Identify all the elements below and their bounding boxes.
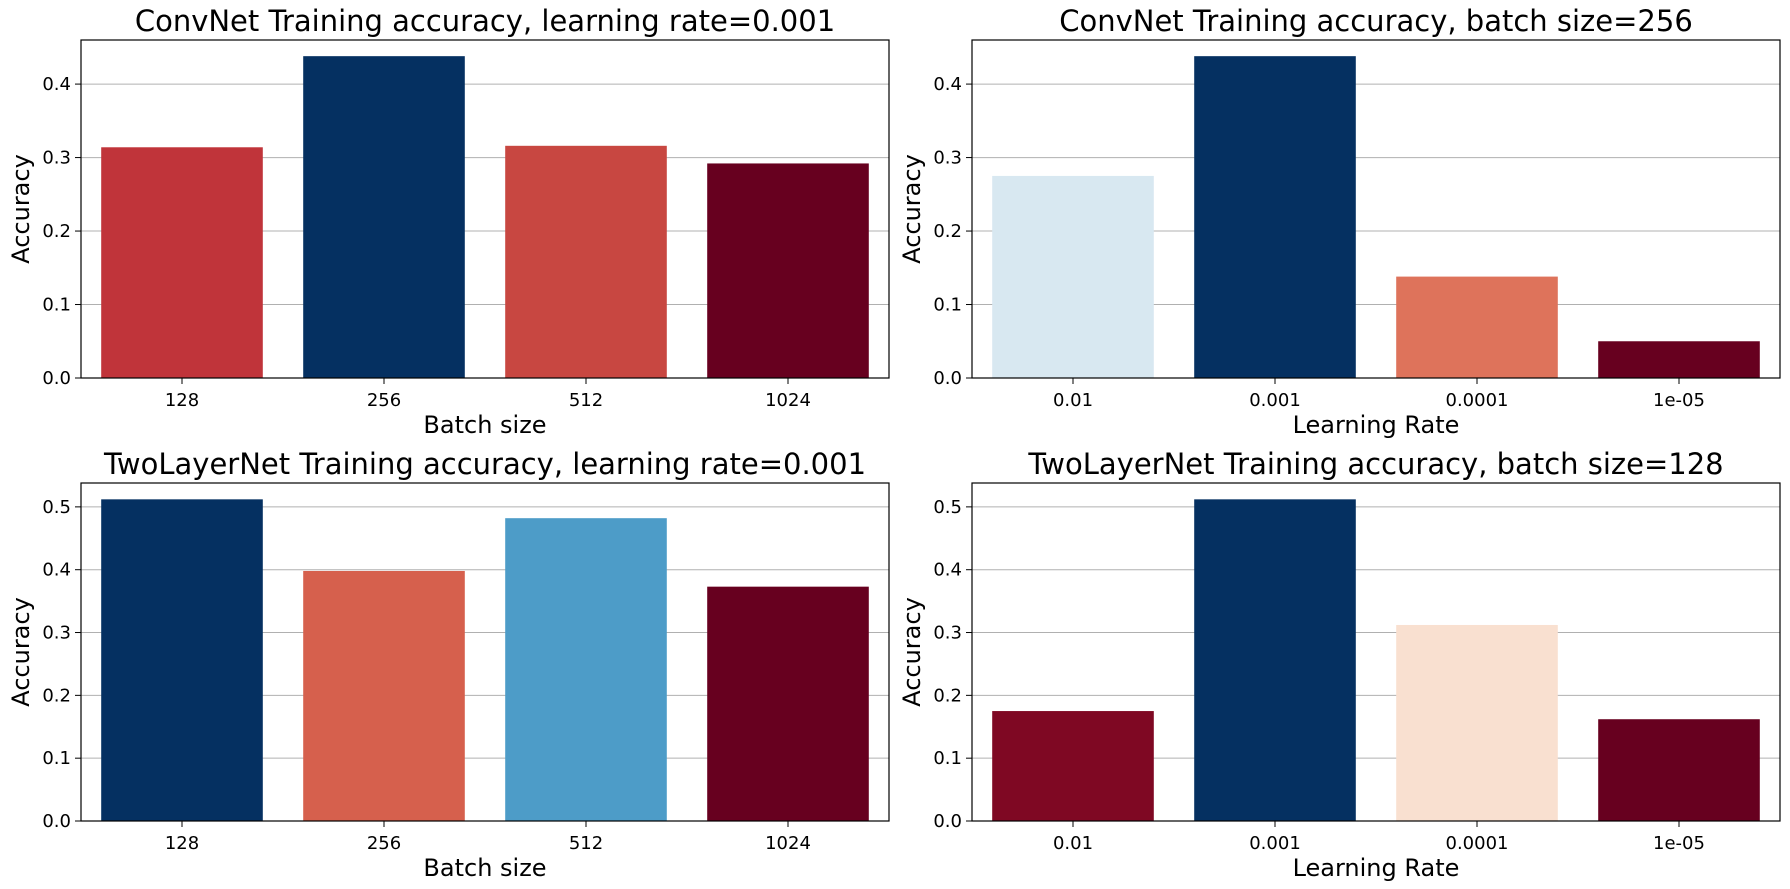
bar-0.01	[992, 175, 1154, 378]
y-tick-label: 0.2	[42, 685, 71, 706]
y-axis-label: Accuracy	[898, 154, 926, 264]
ticks: 0.0 0.1 0.2 0.3 0.4 0.01 0.001 0.0001 1e-05	[933, 74, 1705, 411]
bar-128	[101, 499, 263, 821]
x-tick-label: 0.0001	[1446, 833, 1509, 854]
bar-1024	[707, 163, 869, 378]
x-tick-label: 0.0001	[1446, 390, 1509, 411]
ticks: 0.0 0.1 0.2 0.3 0.4 0.5 128 256 512 1024	[42, 497, 811, 854]
x-tick-label: 256	[367, 390, 401, 411]
y-axis-label: Accuracy	[898, 597, 926, 707]
chart-convnet-batch-size: 0.0 0.1 0.2 0.3 0.4 0.01 0.001 0.0001 1e-05 Conv…	[898, 4, 1781, 439]
bars	[992, 499, 1760, 821]
y-tick-label: 0.1	[42, 295, 71, 316]
y-tick-label: 0.4	[933, 560, 962, 581]
y-tick-label: 0.0	[42, 811, 71, 832]
y-tick-label: 0.3	[933, 148, 962, 169]
y-tick-label: 0.1	[933, 295, 962, 316]
y-tick-label: 0.1	[933, 748, 962, 769]
x-tick-label: 0.001	[1249, 390, 1301, 411]
x-tick-label: 1024	[765, 390, 811, 411]
chart-title: ConvNet Training accuracy, learning rate…	[135, 4, 835, 38]
bars	[101, 499, 869, 821]
bar-0.001	[1194, 56, 1356, 378]
y-tick-label: 0.3	[42, 148, 71, 169]
x-axis-label: Learning Rate	[1293, 854, 1460, 882]
chart-title: TwoLayerNet Training accuracy, batch siz…	[1027, 447, 1723, 481]
axes-frame	[80, 39, 890, 379]
x-tick-label: 128	[165, 833, 199, 854]
y-tick-label: 0.1	[42, 748, 71, 769]
chart-twolayernet-batch-size: 0.0 0.1 0.2 0.3 0.4 0.5 0.01 0.001 0.0001 1e-05 T…	[898, 447, 1781, 882]
x-axis-label: Batch size	[423, 854, 546, 882]
bar-512	[505, 145, 667, 378]
bar-1e-05	[1598, 719, 1760, 821]
chart-convnet-learning-rate: 0.0 0.1 0.2 0.3 0.4 128 256 512 1024 ConvNet Tra…	[7, 4, 890, 439]
axes-frame	[80, 482, 890, 822]
bar-512	[505, 518, 667, 821]
axes-frame	[971, 482, 1781, 822]
x-axis-label: Learning Rate	[1293, 411, 1460, 439]
chart-twolayernet-learning-rate: 0.0 0.1 0.2 0.3 0.4 0.5 128 256 512 1024 TwoLayer…	[7, 447, 890, 882]
x-tick-label: 0.001	[1249, 833, 1301, 854]
bars	[992, 56, 1760, 378]
x-tick-label: 0.01	[1053, 833, 1093, 854]
bars	[101, 56, 869, 378]
y-axis-label: Accuracy	[7, 154, 35, 264]
y-tick-label: 0.0	[42, 368, 71, 389]
bar-1024	[707, 586, 869, 821]
x-tick-label: 512	[569, 390, 603, 411]
x-tick-label: 1024	[765, 833, 811, 854]
bar-256	[303, 56, 465, 378]
axes-frame	[971, 39, 1781, 379]
x-axis-label: Batch size	[423, 411, 546, 439]
ticks: 0.0 0.1 0.2 0.3 0.4 0.5 0.01 0.001 0.0001 1e-05	[933, 497, 1705, 854]
x-tick-label: 0.01	[1053, 390, 1093, 411]
y-tick-label: 0.4	[42, 74, 71, 95]
y-tick-label: 0.2	[933, 221, 962, 242]
bar-1e-05	[1598, 341, 1760, 378]
bar-128	[101, 147, 263, 378]
bar-0.0001	[1396, 276, 1558, 378]
bar-0.01	[992, 711, 1154, 821]
y-tick-label: 0.5	[933, 497, 962, 518]
x-tick-label: 128	[165, 390, 199, 411]
y-tick-label: 0.5	[42, 497, 71, 518]
x-tick-label: 512	[569, 833, 603, 854]
y-tick-label: 0.3	[42, 623, 71, 644]
bar-0.001	[1194, 499, 1356, 821]
y-tick-label: 0.2	[933, 685, 962, 706]
x-tick-label: 256	[367, 833, 401, 854]
bar-256	[303, 570, 465, 821]
y-axis-label: Accuracy	[7, 597, 35, 707]
x-tick-label: 1e-05	[1653, 833, 1705, 854]
y-tick-label: 0.0	[933, 811, 962, 832]
y-tick-label: 0.2	[42, 221, 71, 242]
y-tick-label: 0.4	[42, 560, 71, 581]
y-tick-label: 0.4	[933, 74, 962, 95]
y-tick-label: 0.0	[933, 368, 962, 389]
chart-title: ConvNet Training accuracy, batch size=25…	[1059, 4, 1693, 38]
y-tick-label: 0.3	[933, 623, 962, 644]
x-tick-label: 1e-05	[1653, 390, 1705, 411]
bar-0.0001	[1396, 624, 1558, 821]
chart-title: TwoLayerNet Training accuracy, learning …	[103, 447, 866, 481]
ticks: 0.0 0.1 0.2 0.3 0.4 128 256 512 1024	[42, 74, 811, 411]
